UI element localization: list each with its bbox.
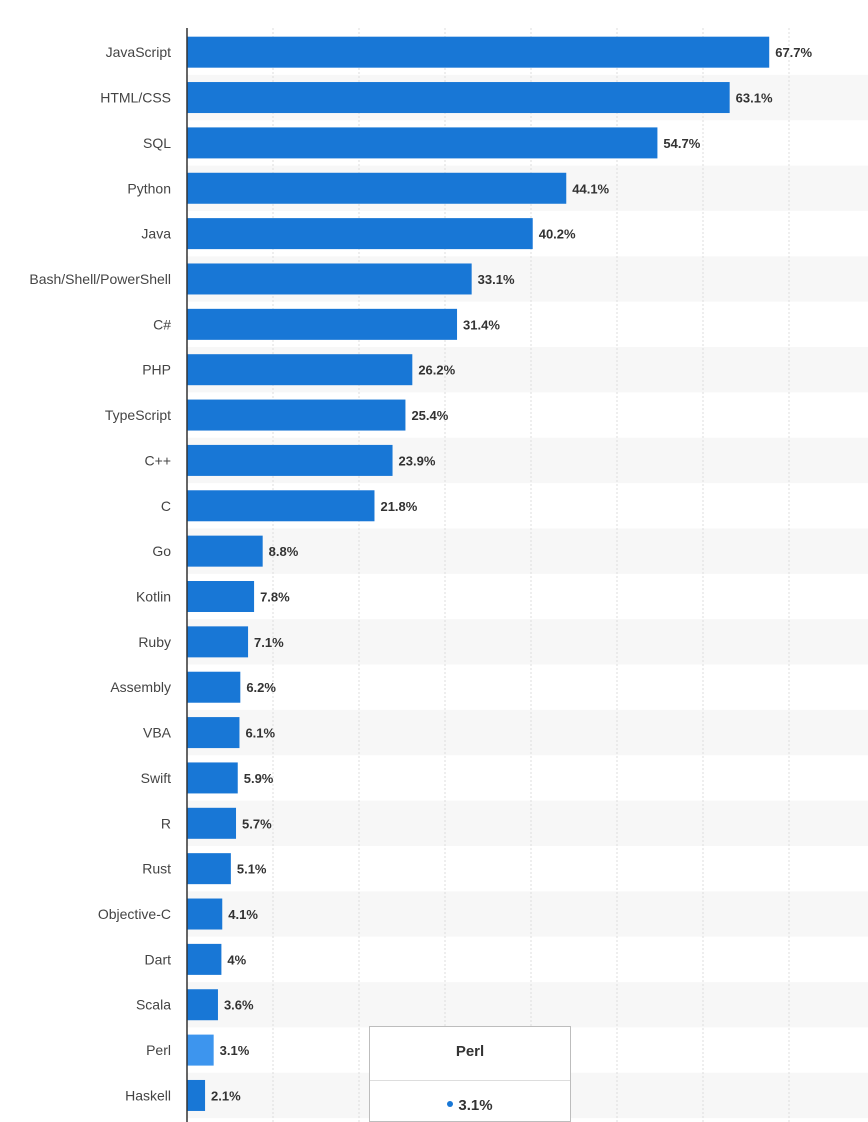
category-label: Swift: [141, 770, 171, 786]
value-label: 4%: [227, 952, 246, 967]
value-label: 21.8%: [380, 499, 417, 514]
category-label: R: [161, 815, 171, 831]
tooltip-title: Perl: [455, 1043, 485, 1060]
category-label: TypeScript: [105, 407, 171, 423]
value-label: 31.4%: [463, 317, 500, 332]
value-labels: 67.7% 63.1% 54.7% 44.1% 40.2% 33.1% 31.4% 26.2%…: [211, 45, 812, 1103]
category-label: C: [161, 498, 171, 514]
category-label: PHP: [142, 362, 171, 378]
value-label: 67.7%: [775, 45, 812, 60]
bar[interactable]: [187, 807, 237, 839]
row-stripe: [187, 709, 868, 756]
bar[interactable]: [187, 127, 658, 159]
bar[interactable]: [187, 535, 263, 567]
value-label: 5.9%: [244, 771, 274, 786]
tooltip-value-row: 3.1%: [370, 1097, 570, 1114]
bar[interactable]: [187, 218, 533, 250]
bar[interactable]: [187, 490, 375, 522]
bar[interactable]: [187, 581, 255, 612]
row-stripe: [187, 528, 868, 574]
value-label: 23.9%: [399, 453, 436, 468]
row-stripe: [187, 800, 868, 846]
bar[interactable]: [187, 853, 231, 885]
bar[interactable]: [187, 82, 730, 114]
row-stripe: [187, 619, 868, 665]
bar[interactable]: [187, 717, 240, 749]
bar[interactable]: [187, 1079, 206, 1111]
category-label: Perl: [146, 1042, 171, 1058]
bar[interactable]: [187, 354, 413, 386]
category-label: C#: [153, 316, 171, 332]
category-label: Assembly: [110, 679, 171, 695]
bar[interactable]: [187, 399, 406, 431]
category-label: HTML/CSS: [100, 90, 171, 106]
value-label: 26.2%: [418, 363, 455, 378]
bar[interactable]: [187, 1034, 214, 1066]
bar[interactable]: [187, 626, 249, 658]
value-label: 3.6%: [224, 998, 254, 1013]
value-label: 5.1%: [237, 862, 267, 877]
value-label: 6.2%: [246, 680, 276, 695]
bar[interactable]: [187, 989, 218, 1021]
category-label: Haskell: [125, 1087, 171, 1103]
value-label: 6.1%: [245, 726, 275, 741]
bar[interactable]: [187, 943, 222, 975]
category-label: Go: [152, 543, 171, 559]
series-dot-icon: [447, 1101, 454, 1108]
category-label: JavaScript: [106, 44, 171, 60]
value-label: 4.1%: [228, 907, 258, 922]
category-label: Java: [141, 226, 171, 242]
value-label: 8.8%: [269, 544, 299, 559]
bar[interactable]: [187, 36, 770, 68]
value-label: 63.1%: [736, 91, 773, 106]
category-label: Bash/Shell/PowerShell: [29, 271, 171, 287]
category-labels: JavaScript HTML/CSS SQL Python Java Bash/Shel…: [29, 44, 171, 1103]
bar[interactable]: [187, 263, 472, 295]
value-label: 40.2%: [539, 227, 576, 242]
bar[interactable]: [187, 308, 458, 340]
tooltip: Perl 3.1%: [369, 1026, 571, 1122]
category-label: Objective-C: [98, 906, 171, 922]
bar[interactable]: [187, 762, 238, 794]
bar[interactable]: [187, 671, 241, 703]
value-label: 3.1%: [220, 1043, 250, 1058]
category-label: Rust: [142, 861, 171, 877]
bars: [187, 36, 770, 1111]
bar[interactable]: [187, 898, 223, 930]
category-label: SQL: [143, 135, 171, 151]
category-label: VBA: [143, 725, 172, 741]
category-label: Kotlin: [136, 589, 171, 605]
value-label: 25.4%: [411, 408, 448, 423]
value-label: 5.7%: [242, 816, 272, 831]
value-label: 33.1%: [478, 272, 515, 287]
category-label: Python: [127, 180, 171, 196]
value-label: 44.1%: [572, 181, 609, 196]
category-label: Ruby: [138, 634, 171, 650]
row-stripe: [187, 982, 868, 1028]
value-label: 54.7%: [663, 136, 700, 151]
category-label: Scala: [136, 997, 171, 1013]
row-stripe: [187, 891, 868, 937]
bar[interactable]: [187, 172, 567, 204]
value-label: 7.1%: [254, 635, 284, 650]
bar[interactable]: [187, 444, 393, 476]
category-label: C++: [145, 452, 171, 468]
category-label: Dart: [145, 951, 172, 967]
value-label: 2.1%: [211, 1088, 241, 1103]
tooltip-divider: [370, 1080, 570, 1081]
value-label: 7.8%: [260, 590, 290, 605]
tooltip-value: 3.1%: [458, 1097, 493, 1114]
